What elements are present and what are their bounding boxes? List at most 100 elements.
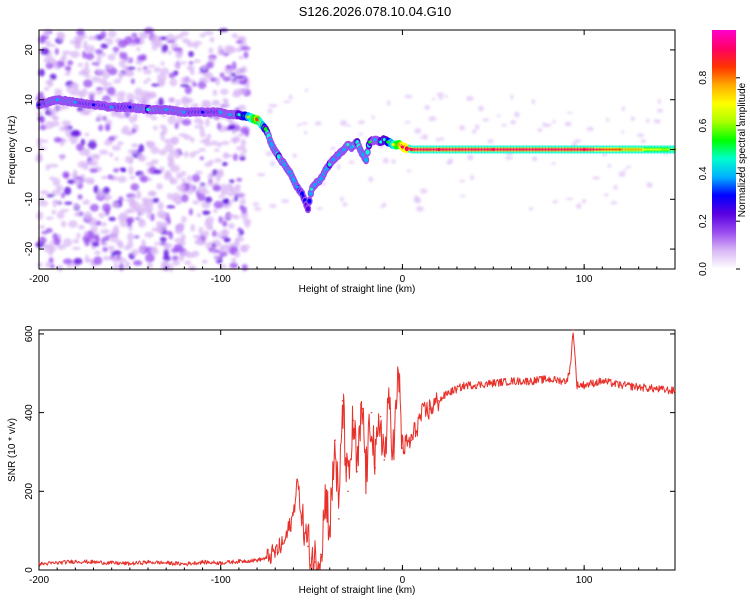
spectrogram-noise-cell (212, 184, 222, 192)
spectrogram-ridge-cell (536, 148, 538, 151)
snr-y-ticks: 600 400 200 0 (24, 325, 675, 573)
spectrogram-ridge-cell (546, 148, 548, 151)
spectrogram-noise-cell (281, 199, 290, 204)
spectrogram-noise-cell (205, 61, 214, 69)
spectrogram-ridge-point (397, 143, 401, 147)
spectrogram-noise-cell (127, 71, 135, 76)
spectrogram-noise-cell (91, 76, 101, 83)
spectrogram-y-tick-label: 20 (24, 44, 35, 56)
spectrogram-noise-cell (510, 94, 514, 100)
spectrogram-noise-cell (112, 46, 120, 53)
snr-point (325, 490, 327, 493)
spectrogram-noise-cell (213, 158, 222, 163)
spectrogram-ridge-point (237, 113, 241, 117)
spectrogram-noise-cell (197, 185, 208, 193)
spectrogram-ridge-point (337, 152, 341, 156)
spectrogram-noise-cell (48, 163, 59, 168)
spectrogram-noise-cell (84, 61, 89, 70)
spectrogram-noise-cell (150, 247, 159, 256)
spectrogram-noise-cell (221, 161, 228, 167)
figure-title: S126.2026.078.10.04.G10 (299, 4, 452, 19)
spectrogram-noise-cell (109, 234, 119, 243)
spectrogram-noise-cell (51, 115, 60, 121)
spectrogram-noise-cell (151, 227, 161, 232)
spectrogram-ridge-cell (572, 148, 574, 151)
spectrogram-noise-cell (41, 230, 49, 235)
spectrogram-ridge-cell (578, 148, 580, 151)
spectrogram-noise-cell (195, 170, 203, 175)
spectrogram-noise-cell (150, 213, 155, 222)
spectrogram-noise-cell (147, 177, 153, 182)
colorbar: 0.0 0.2 0.4 0.6 0.8 Normalized spectral ampl… (698, 30, 748, 276)
spectrogram-noise-cell (54, 47, 59, 55)
spectrogram-noise-cell (36, 111, 43, 117)
spectrogram-noise-cell (77, 62, 84, 67)
spectrogram-ridge-cell (589, 148, 592, 151)
spectrogram-ridge-cell (482, 148, 484, 151)
spectrogram-noise-cell (116, 257, 127, 263)
spectrogram-noise-cell (67, 179, 77, 185)
snr-x-tick-label: 100 (576, 575, 593, 586)
spectrogram-noise-cell (56, 211, 65, 219)
spectrogram-noise-cell (129, 202, 137, 207)
spectrogram-noise-cell (212, 89, 218, 96)
spectrogram-noise-cell (72, 238, 80, 244)
spectrogram-noise-cell (60, 138, 67, 143)
spectrogram-noise-cell (69, 39, 75, 45)
spectrogram-ridge-cell (608, 148, 611, 151)
spectrogram-noise-cell (227, 223, 235, 229)
spectrogram-noise-cell (101, 71, 110, 80)
spectrogram-noise-cell (212, 230, 217, 238)
spectrogram-noise-cell (640, 139, 647, 144)
spectrogram-ridge-cell (559, 148, 561, 151)
spectrogram-noise-cell (217, 195, 226, 199)
snr-frame (38, 329, 676, 571)
spectrogram-ridge-cell (507, 148, 509, 151)
spectrogram-noise-cell (44, 29, 50, 37)
spectrogram-noise-cell (222, 204, 230, 209)
snr-point (528, 380, 531, 382)
snr-point (314, 561, 317, 563)
spectrogram-noise-cell (391, 159, 396, 164)
spectrogram-noise-cell (137, 98, 143, 106)
spectrogram-noise-cell (218, 216, 223, 224)
spectrogram-noise-cell (180, 83, 189, 88)
spectrogram-noise-cell (229, 118, 234, 125)
spectrogram-noise-cell (193, 124, 203, 129)
colorbar-tick-label: 0.8 (698, 70, 709, 84)
spectrogram-ridge-cell (307, 198, 312, 204)
spectrogram-noise-cell (40, 47, 50, 56)
spectrogram-ridge-cell (520, 148, 522, 151)
spectrogram-noise-cell (226, 46, 236, 54)
spectrogram-noise-cell (230, 72, 236, 77)
spectrogram-noise-cell (114, 157, 119, 161)
spectrogram-noise-cell (348, 160, 355, 165)
spectrogram-noise-cell (297, 123, 301, 127)
spectrogram-ridge-point (386, 140, 390, 144)
spectrogram-noise-cell (496, 114, 502, 117)
spectrogram-noise-cell (544, 123, 552, 127)
spectrogram-noise-cell (213, 255, 221, 261)
spectrogram-ridge-cell (649, 148, 651, 151)
snr-panel: -200 -100 0 100 600 400 200 0 Height of straig… (7, 325, 676, 596)
spectrogram-noise-cell (108, 152, 114, 158)
spectrogram-noise-cell (131, 248, 140, 256)
spectrogram-noise-cell (117, 242, 124, 249)
snr-point (301, 521, 304, 524)
spectrogram-noise-cell (346, 124, 352, 127)
spectrogram-noise-cell (186, 175, 193, 183)
spectrogram-noise-cell (107, 174, 114, 180)
spectrogram-noise-cell (52, 200, 62, 204)
spectrogram-ridge-point (264, 128, 268, 132)
spectrogram-noise-cell (205, 72, 214, 80)
spectrogram-noise-cell (208, 47, 214, 54)
spectrogram-ridge-cell (427, 148, 429, 151)
spectrogram-noise-cell (133, 112, 138, 121)
spectrogram-ridge-point (73, 100, 77, 104)
spectrogram-noise-cell (96, 114, 103, 122)
spectrogram-ridge-point (110, 105, 114, 109)
spectrogram-noise-cell (132, 260, 143, 266)
spectrogram-noise-cell (268, 103, 277, 108)
spectrogram-noise-cell (213, 200, 224, 209)
